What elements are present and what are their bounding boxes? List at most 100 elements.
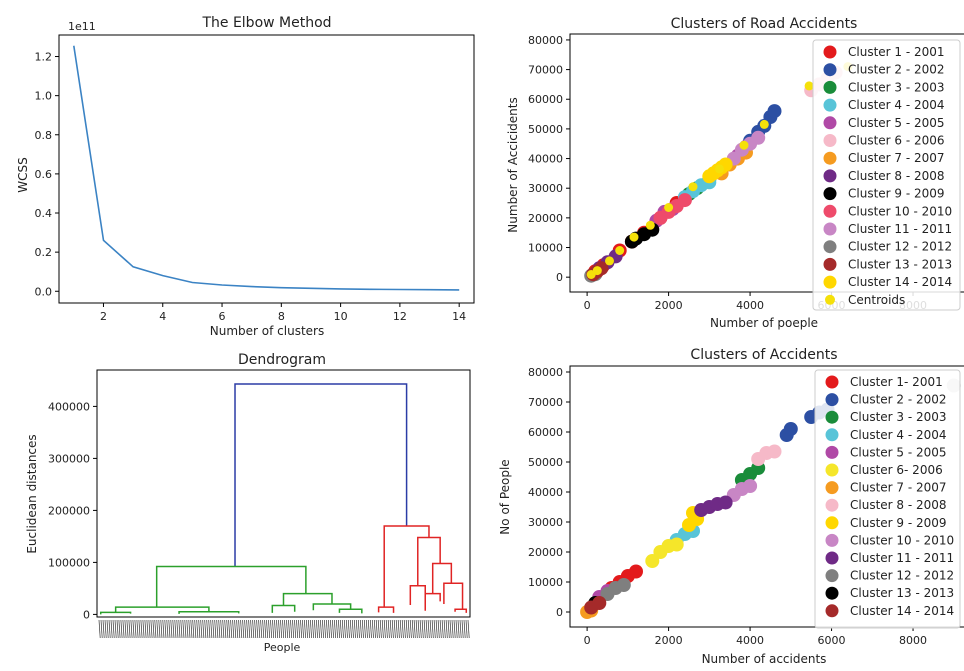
dendrogram-leaf-label bbox=[140, 619, 143, 639]
dendrogram-leaf-label bbox=[248, 619, 251, 639]
dendrogram-leaf-label bbox=[106, 619, 109, 639]
dendrogram-leaf-label bbox=[357, 619, 360, 639]
accidents-legend-marker bbox=[825, 604, 839, 618]
accidents-legend-label: Cluster 14 - 2014 bbox=[850, 604, 954, 618]
elbow-chart: The Elbow Method 1e11 Number of clusters… bbox=[16, 15, 475, 338]
accidents-axes-frame bbox=[569, 365, 964, 628]
dendrogram-leaf-label bbox=[395, 619, 398, 639]
dendrogram-title: Dendrogram bbox=[238, 352, 326, 368]
road-centroid-point bbox=[615, 246, 625, 255]
dendrogram-leaf-label bbox=[371, 619, 374, 639]
dendrogram-leaf-label bbox=[282, 619, 285, 639]
dendrogram-leaf-label bbox=[112, 619, 115, 639]
dendrogram-leaf-label bbox=[294, 619, 297, 639]
dendrogram-leaf-label bbox=[334, 619, 336, 639]
accidents-legend-label: Cluster 6- 2006 bbox=[850, 463, 943, 477]
dendrogram-leaf-label bbox=[232, 619, 235, 639]
dendrogram-leaf-label bbox=[375, 619, 378, 639]
dendrogram-leaf-label bbox=[405, 619, 408, 639]
dendrogram-leaf-label bbox=[463, 619, 466, 639]
dendrogram-chart: Dendrogram People Euclidean distances 0 1… bbox=[25, 352, 471, 654]
road-legend-marker bbox=[825, 294, 835, 305]
dendrogram-leaf-label bbox=[200, 619, 203, 639]
elbow-x-tick-label: 2 bbox=[100, 310, 107, 323]
dendrogram-leaf-label bbox=[461, 619, 464, 639]
dendrogram-leaf-label bbox=[198, 619, 201, 639]
accidents-legend-label: Cluster 10 - 2010 bbox=[850, 533, 954, 547]
road-y-tick-label: 0 bbox=[556, 271, 563, 284]
dendrogram-leaf-label bbox=[314, 619, 316, 639]
dendrogram-leaf-labels bbox=[98, 619, 470, 639]
dendrogram-leaf-label bbox=[343, 619, 346, 639]
road-title: Clusters of Road Accidents bbox=[671, 16, 858, 32]
dendrogram-link bbox=[443, 582, 464, 610]
dendrogram-leaf-label bbox=[393, 619, 396, 639]
road-legend-marker bbox=[823, 257, 837, 271]
road-legend-label: Cluster 8 - 2008 bbox=[848, 169, 945, 183]
dendrogram-leaf-label bbox=[361, 619, 364, 639]
elbow-y-tick-label: 0.4 bbox=[35, 207, 53, 220]
dendrogram-leaf-label bbox=[385, 619, 388, 639]
dendrogram-leaf-label bbox=[435, 619, 438, 639]
dendrogram-leaf-label bbox=[437, 619, 440, 639]
dendrogram-leaf-label bbox=[419, 619, 422, 639]
road-centroid-point bbox=[664, 203, 674, 212]
road-x-axis-label: Number of poeple bbox=[710, 316, 818, 330]
dendrogram-leaf-label bbox=[276, 619, 279, 639]
dendrogram-leaf-label bbox=[451, 619, 454, 639]
accidents-cluster-point bbox=[743, 479, 758, 493]
accidents-legend-label: Cluster 1- 2001 bbox=[850, 375, 943, 389]
dendrogram-leaf-label bbox=[339, 619, 342, 639]
dendrogram-leaf-label bbox=[166, 619, 169, 639]
dendrogram-leaf-label bbox=[266, 619, 269, 639]
dendrogram-leaf-label bbox=[114, 619, 117, 639]
dendrogram-leaf-label bbox=[288, 619, 291, 639]
dendrogram-leaf-label bbox=[338, 619, 340, 639]
dendrogram-leaf-label bbox=[320, 619, 322, 639]
dendrogram-leaf-label bbox=[222, 619, 225, 639]
dendrogram-leaf-label bbox=[136, 619, 139, 639]
dendrogram-leaf-label bbox=[310, 619, 312, 639]
dendrogram-leaf-label bbox=[202, 619, 205, 639]
dendrogram-leaf-label bbox=[102, 619, 105, 639]
road-legend-marker bbox=[823, 80, 837, 94]
dendrogram-leaf-label bbox=[174, 619, 177, 639]
dendrogram-leaf-label bbox=[409, 619, 412, 639]
dendrogram-leaf-label bbox=[302, 619, 304, 639]
elbow-y-tick-label: 0.2 bbox=[35, 246, 53, 259]
dendrogram-leaf-label bbox=[260, 619, 263, 639]
dendrogram-leaf-label bbox=[124, 619, 127, 639]
dendrogram-link bbox=[114, 606, 210, 613]
accidents-y-tick-label: 30000 bbox=[528, 516, 563, 529]
elbow-x-axis-label: Number of clusters bbox=[210, 324, 324, 338]
accidents-legend-marker bbox=[825, 569, 839, 583]
dendrogram-leaf-label bbox=[300, 619, 303, 639]
road-legend-marker bbox=[823, 151, 837, 165]
dendrogram-leaf-label bbox=[208, 619, 211, 639]
accidents-legend-label: Cluster 11 - 2011 bbox=[850, 551, 954, 565]
dendrogram-leaf-label bbox=[399, 619, 402, 639]
road-cluster-point bbox=[677, 193, 692, 208]
dendrogram-leaf-label bbox=[162, 619, 165, 639]
dendrogram-leaf-label bbox=[330, 619, 332, 639]
dendrogram-y-tick-label: 400000 bbox=[48, 400, 90, 413]
dendrogram-leaf-label bbox=[226, 619, 229, 639]
accidents-legend-label: Cluster 12 - 2012 bbox=[850, 569, 954, 583]
dendrogram-leaf-label bbox=[240, 619, 243, 639]
road-cluster-point bbox=[751, 130, 766, 145]
road-legend: Cluster 1 - 2001 Cluster 2 - 2002 Cluster … bbox=[812, 39, 961, 311]
road-legend-label: Cluster 5 - 2005 bbox=[848, 116, 945, 130]
dendrogram-leaf-label bbox=[304, 619, 306, 639]
dendrogram-leaf-label bbox=[431, 619, 434, 639]
dendrogram-leaf-label bbox=[138, 619, 141, 639]
road-x-tick-label: 0 bbox=[584, 299, 591, 312]
dendrogram-leaf-label bbox=[206, 619, 209, 639]
dendrogram-leaf-label bbox=[148, 619, 151, 639]
dendrogram-leaf-label bbox=[180, 619, 183, 639]
dendrogram-leaf-label bbox=[160, 619, 163, 639]
accidents-legend-label: Cluster 3 - 2003 bbox=[850, 410, 947, 424]
dendrogram-y-tick-label: 100000 bbox=[48, 556, 90, 569]
road-legend-label: Centroids bbox=[848, 293, 905, 307]
accidents-legend-box bbox=[814, 369, 961, 629]
dendrogram-leaf-label bbox=[186, 619, 189, 639]
